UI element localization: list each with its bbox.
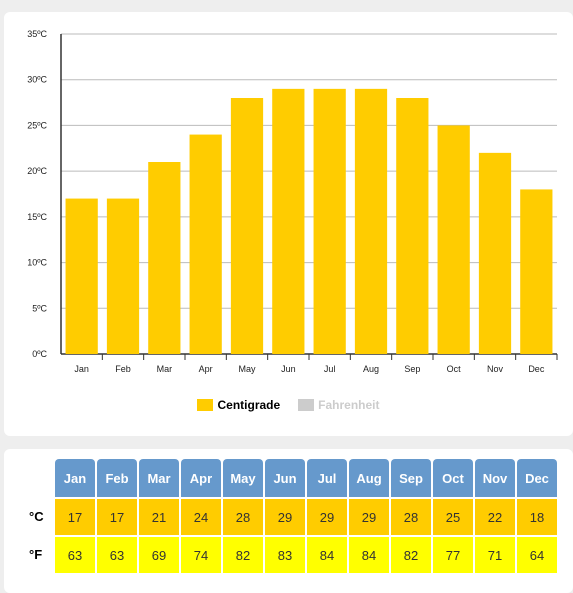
bar-dec <box>520 189 553 354</box>
y-tick-label: 25ºC <box>27 120 47 130</box>
celsius-cell: 21 <box>139 497 179 535</box>
celsius-cell: 17 <box>55 497 95 535</box>
row-label-fahrenheit: °F <box>29 546 43 562</box>
celsius-cell: 24 <box>181 497 221 535</box>
celsius-cell: 28 <box>223 497 263 535</box>
x-tick-label: Sep <box>404 364 420 374</box>
table-month-header: Aug <box>349 459 389 497</box>
y-tick-label: 35ºC <box>27 29 47 39</box>
fahrenheit-cell: 63 <box>55 535 95 573</box>
table-corner <box>19 459 53 497</box>
celsius-cell: 17 <box>97 497 137 535</box>
x-tick-label: Dec <box>528 364 545 374</box>
fahrenheit-cell: 77 <box>433 535 473 573</box>
table-month-header: Feb <box>97 459 137 497</box>
chart-card: 0ºC 5ºC 10ºC 15ºC 20ºC 25ºC 30ºC 35ºC Jan Feb Mar A… <box>4 12 573 436</box>
x-tick-label: Oct <box>447 364 462 374</box>
fahrenheit-cell: 74 <box>181 535 221 573</box>
legend-swatch-centigrade <box>197 399 214 411</box>
legend-item-fahrenheit[interactable]: Fahrenheit <box>298 398 380 412</box>
temperature-table: Jan Feb Mar Apr May Jun Jul Aug Sep Oct Nov Dec °C … <box>17 459 559 573</box>
y-tick-label: 5ºC <box>32 303 47 313</box>
temperature-table-card: Jan Feb Mar Apr May Jun Jul Aug Sep Oct Nov Dec °C … <box>4 449 573 593</box>
bar-nov <box>478 152 512 354</box>
bar-may <box>230 98 264 354</box>
x-tick-label: Mar <box>157 364 173 374</box>
table-month-header: Jun <box>265 459 305 497</box>
x-tick-label: Jan <box>74 364 89 374</box>
x-tick-label: Apr <box>199 364 213 374</box>
bar-feb <box>106 198 140 354</box>
bar-jul <box>313 88 346 354</box>
fahrenheit-cell: 82 <box>223 535 263 573</box>
table-month-header: Oct <box>433 459 473 497</box>
legend-swatch-fahrenheit <box>298 399 315 411</box>
celsius-cell: 22 <box>475 497 515 535</box>
x-tick-label: May <box>238 364 256 374</box>
celsius-cell: 29 <box>265 497 305 535</box>
fahrenheit-cell: 84 <box>349 535 389 573</box>
fahrenheit-cell: 69 <box>139 535 179 573</box>
y-tick-label: 20ºC <box>27 166 47 176</box>
table-month-header: Apr <box>181 459 221 497</box>
row-label-celsius: °C <box>29 508 44 524</box>
chart-legend: Centigrade Fahrenheit <box>4 398 573 412</box>
table-header-row: Jan Feb Mar Apr May Jun Jul Aug Sep Oct Nov Dec <box>19 459 557 497</box>
bar-jun <box>272 88 305 354</box>
y-tick-label: 0ºC <box>32 349 47 359</box>
table-month-header: Sep <box>391 459 431 497</box>
celsius-cell: 29 <box>307 497 347 535</box>
y-tick-label: 10ºC <box>27 258 47 268</box>
y-tick-label: 30ºC <box>27 75 47 85</box>
fahrenheit-cell: 84 <box>307 535 347 573</box>
table-row-fahrenheit: °F 63 63 69 74 82 83 84 84 82 77 71 64 <box>19 535 557 573</box>
bar-sep <box>396 98 429 354</box>
table-month-header: May <box>223 459 263 497</box>
table-month-header: Mar <box>139 459 179 497</box>
celsius-cell: 29 <box>349 497 389 535</box>
celsius-cell: 25 <box>433 497 473 535</box>
table-row-celsius: °C 17 17 21 24 28 29 29 29 28 25 22 18 <box>19 497 557 535</box>
x-tick-label: Feb <box>115 364 131 374</box>
table-month-header: Jul <box>307 459 347 497</box>
bar-apr <box>189 134 222 354</box>
fahrenheit-cell: 64 <box>517 535 557 573</box>
x-tick-label: Jul <box>324 364 336 374</box>
temperature-bar-chart: 0ºC 5ºC 10ºC 15ºC 20ºC 25ºC 30ºC 35ºC Jan Feb Mar A… <box>27 29 558 374</box>
legend-label-centigrade: Centigrade <box>217 398 281 412</box>
x-tick-label: Aug <box>363 364 379 374</box>
table-month-header: Nov <box>475 459 515 497</box>
x-tick-label: Nov <box>487 364 504 374</box>
table-month-header: Dec <box>517 459 557 497</box>
fahrenheit-cell: 71 <box>475 535 515 573</box>
legend-label-fahrenheit: Fahrenheit <box>318 398 380 412</box>
bar-jan <box>65 198 98 354</box>
celsius-cell: 28 <box>391 497 431 535</box>
x-tick-label: Jun <box>281 364 296 374</box>
table-month-header: Jan <box>55 459 95 497</box>
bar-aug <box>354 88 388 354</box>
fahrenheit-cell: 63 <box>97 535 137 573</box>
fahrenheit-cell: 82 <box>391 535 431 573</box>
legend-item-centigrade[interactable]: Centigrade <box>197 398 280 412</box>
bar-oct <box>437 125 470 354</box>
celsius-cell: 18 <box>517 497 557 535</box>
bar-mar <box>148 162 181 354</box>
fahrenheit-cell: 83 <box>265 535 305 573</box>
y-tick-label: 15ºC <box>27 212 47 222</box>
